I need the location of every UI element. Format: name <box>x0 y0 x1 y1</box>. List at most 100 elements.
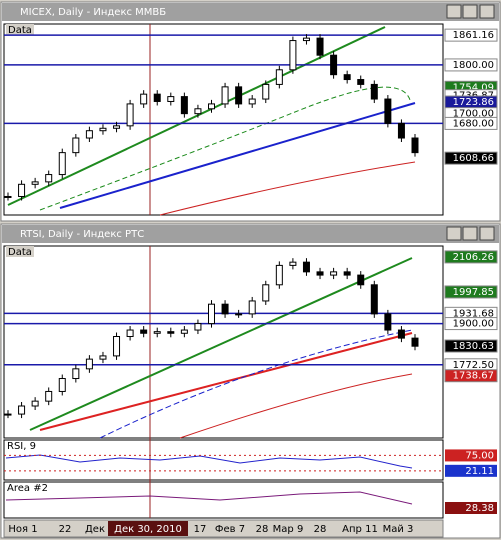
price-label: 1723.86 <box>453 97 494 108</box>
price-tag <box>444 369 498 383</box>
candle <box>289 40 297 71</box>
candle <box>275 69 283 85</box>
candle <box>330 271 338 276</box>
date-label: 28 <box>314 524 327 535</box>
panel-label: RSI, 9 <box>7 441 36 452</box>
price-label: 1772.50 <box>453 360 494 371</box>
ma <box>179 373 413 439</box>
candle <box>180 329 188 334</box>
price-label: 1800.00 <box>453 60 494 71</box>
candle <box>384 98 392 124</box>
panel-label: Data <box>8 247 32 258</box>
date-label: Апр 11 <box>342 524 378 535</box>
date-label: Мар 9 <box>273 524 304 535</box>
candle <box>31 181 39 185</box>
minimize[interactable] <box>446 226 462 241</box>
candle <box>18 405 26 415</box>
candle <box>99 355 107 360</box>
candle <box>58 152 66 176</box>
candle <box>31 400 39 407</box>
candle <box>248 98 256 105</box>
candle <box>275 264 283 286</box>
panel-label: Area #2 <box>7 483 48 494</box>
candle <box>167 96 175 102</box>
candle <box>302 261 310 273</box>
candle <box>140 93 148 105</box>
candle <box>357 274 365 286</box>
candle <box>153 331 161 334</box>
candle <box>248 300 256 315</box>
price-tag <box>444 317 498 331</box>
price-tag <box>444 250 498 264</box>
candle <box>194 323 202 331</box>
candle <box>330 54 338 76</box>
candle <box>72 137 80 154</box>
candle <box>4 413 12 416</box>
candle <box>411 337 419 347</box>
candle <box>58 378 66 392</box>
candle <box>221 86 229 105</box>
date-label: Дек <box>85 524 105 535</box>
candle <box>194 108 202 115</box>
panel-label: Data <box>8 25 32 36</box>
cursor-date-bg <box>108 521 188 536</box>
candle <box>316 271 324 276</box>
date-label: Ноя 1 <box>8 524 37 535</box>
close[interactable] <box>479 4 495 19</box>
window-buttons[interactable] <box>446 4 495 241</box>
candle <box>262 284 270 302</box>
date-label: Фев 7 <box>215 524 245 535</box>
price-tag <box>444 116 498 130</box>
price-tag <box>444 285 498 299</box>
price-label: 1997.85 <box>453 287 494 298</box>
price-label: 2106.26 <box>453 252 494 263</box>
candle <box>357 79 365 85</box>
title-bar <box>2 225 499 243</box>
candle <box>221 303 229 315</box>
candle <box>235 86 243 105</box>
price-tag <box>444 58 498 72</box>
candle <box>302 37 310 42</box>
value-label: 75.00 <box>465 450 494 461</box>
candle <box>85 358 93 370</box>
candle <box>411 137 419 154</box>
price-label: 1700.00 <box>453 109 494 120</box>
candle <box>113 336 121 357</box>
ma <box>39 86 411 211</box>
maximize[interactable] <box>462 4 478 19</box>
close[interactable] <box>479 226 495 241</box>
candle <box>262 83 270 100</box>
date-label: 22 <box>59 524 72 535</box>
ma <box>99 329 413 439</box>
maximize[interactable] <box>462 226 478 241</box>
price-label: 1861.16 <box>453 30 494 41</box>
ma <box>159 161 416 216</box>
candle <box>208 103 215 110</box>
date-label: 17 <box>194 524 207 535</box>
price-label: 1931.68 <box>453 308 494 319</box>
candle <box>45 390 53 402</box>
value-tag <box>445 449 497 462</box>
price-tag <box>444 151 498 165</box>
value-label: 21.11 <box>465 466 494 477</box>
candle <box>397 122 405 139</box>
value-label: 28.38 <box>465 503 494 514</box>
price-label: 1608.66 <box>453 153 494 164</box>
candle <box>85 130 93 139</box>
value-tag <box>445 502 497 514</box>
trend-line <box>59 102 416 209</box>
area-line <box>5 491 413 505</box>
minimize[interactable] <box>446 4 462 19</box>
panel-tag <box>6 24 34 35</box>
candle <box>126 103 134 127</box>
candle <box>316 37 324 56</box>
window-title: RTSI, Daily - Индекс РТС <box>20 229 144 240</box>
candle <box>126 329 134 338</box>
price-label: 1680.00 <box>453 118 494 129</box>
rsi-line <box>5 454 413 469</box>
candle <box>167 331 175 334</box>
candle <box>140 329 148 334</box>
candle <box>18 183 26 197</box>
candle <box>343 74 351 81</box>
